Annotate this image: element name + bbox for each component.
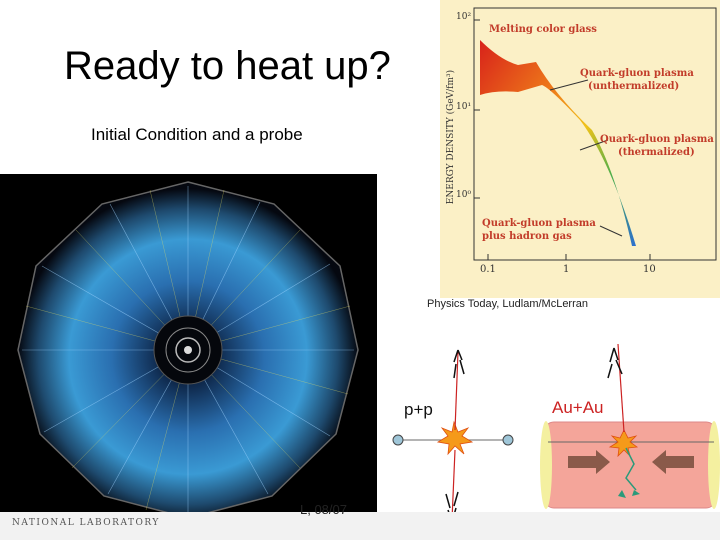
auau-collision-diagram: Au+Au ?? — [538, 330, 720, 540]
y-tick-label: 10² — [456, 12, 471, 22]
pp-collision-diagram: p+p — [388, 330, 548, 530]
y-axis-label: ENERGY DENSITY (GeV/fm³) — [446, 42, 456, 232]
qgp-thermalized-sublabel: (thermalized) — [618, 147, 695, 158]
proton-left — [393, 435, 403, 445]
qgp-thermalized-label: Quark-gluon plasma — [600, 134, 714, 145]
pp-label: p+p — [404, 400, 433, 420]
nucleus-left — [540, 421, 552, 509]
footer-date: L, 08/07 — [300, 502, 347, 517]
nucleus-right — [708, 421, 720, 509]
y-tick-label: 10¹ — [456, 102, 471, 112]
auau-label: Au+Au — [552, 398, 604, 418]
slide-subtitle: Initial Condition and a probe — [91, 125, 303, 145]
qgp-unthermalized-sublabel: (unthermalized) — [588, 81, 679, 92]
proton-right — [503, 435, 513, 445]
collision-event-image — [0, 174, 377, 520]
footer-lab-logo-text: NATIONAL LABORATORY — [12, 518, 160, 528]
qgp-unthermalized-label: Quark-gluon plasma — [580, 68, 694, 79]
jet-up — [454, 350, 464, 378]
qgp-hadron-gas-sublabel: plus hadron gas — [482, 231, 572, 242]
figure-citation: Physics Today, Ludlam/McLerran — [427, 298, 588, 310]
x-tick-label: 1 — [563, 264, 569, 275]
melting-color-glass-label: Melting color glass — [489, 24, 597, 35]
slide-title: Ready to heat up? — [64, 44, 391, 89]
y-tick-label: 10⁰ — [456, 190, 471, 200]
phase-diagram-figure: ENERGY DENSITY (GeV/fm³) 10² 10¹ 10⁰ 0.1… — [440, 0, 720, 298]
qgp-hadron-gas-label: Quark-gluon plasma — [482, 218, 596, 229]
x-tick-label: 10 — [643, 264, 656, 275]
x-tick-label: 0.1 — [480, 264, 496, 275]
